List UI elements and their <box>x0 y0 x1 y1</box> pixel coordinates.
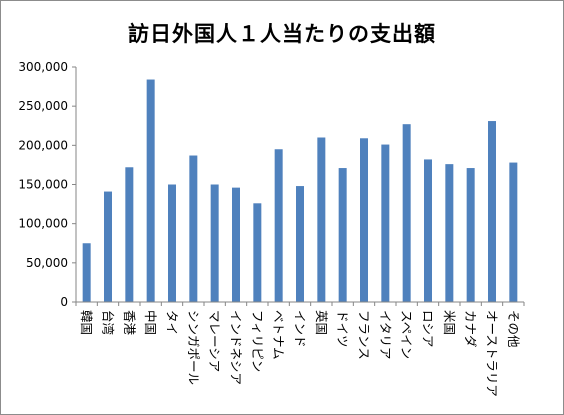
bar <box>317 137 326 302</box>
bar <box>445 164 454 302</box>
x-tick-label: インドネシア <box>229 310 244 385</box>
bar <box>125 167 134 302</box>
x-tick-label: ロシア <box>421 310 436 348</box>
x-tick-label: 香港 <box>122 310 137 336</box>
x-tick-label: カナダ <box>463 310 478 348</box>
bar <box>274 149 283 302</box>
y-tick-label: 150,000 <box>18 178 68 192</box>
x-tick-label: 韓国 <box>79 310 94 335</box>
x-tick-label: 英国 <box>314 310 329 335</box>
bar <box>189 155 198 302</box>
y-tick-label: 50,000 <box>26 256 68 270</box>
y-tick-label: 300,000 <box>18 60 68 74</box>
x-tick-label: フィリピン <box>250 310 265 372</box>
bar <box>466 168 475 302</box>
x-tick-label: インド <box>293 310 308 348</box>
bar <box>253 203 262 302</box>
bar <box>509 162 518 302</box>
y-axis: 0 50,000 100,000 150,000 200,000 250,000 300,0… <box>18 60 76 309</box>
x-tick-label: フランス <box>357 310 372 360</box>
x-tick-label: ドイツ <box>335 310 350 348</box>
x-tick-label: シンガポール <box>186 310 201 385</box>
bar <box>232 187 240 302</box>
x-tick-label: マレーシア <box>207 310 222 372</box>
bar <box>402 124 411 302</box>
bar <box>168 184 176 302</box>
x-axis: 韓国 台湾 香港 中国 タイ シンガポール マレーシア インドネシア フィリピン ベトナム インド英… <box>79 310 521 397</box>
bar <box>381 144 390 302</box>
x-tick-label: その他 <box>506 310 521 348</box>
x-tick-label: イタリア <box>378 310 393 360</box>
x-tick-label: オーストラリア <box>485 310 500 397</box>
bar <box>488 121 496 302</box>
y-tick-label: 100,000 <box>18 217 68 231</box>
y-tick-label: 200,000 <box>18 138 68 152</box>
bar <box>296 186 304 302</box>
bar <box>210 184 219 302</box>
bar <box>82 243 91 302</box>
bar <box>360 138 368 302</box>
axis-lines <box>75 67 525 306</box>
x-tick-label: スペイン <box>399 310 414 359</box>
x-tick-label: タイ <box>165 310 180 335</box>
x-tick-label: 米国 <box>442 310 457 335</box>
bar <box>146 79 155 303</box>
x-tick-label: 台湾 <box>101 310 116 335</box>
bar <box>424 159 432 302</box>
x-tick-label: ベトナム <box>271 310 286 360</box>
bar-series <box>82 79 518 303</box>
y-tick-label: 250,000 <box>18 99 68 113</box>
chart-title: 訪日外国人１人当たりの支出額 <box>128 22 436 46</box>
bar <box>338 168 347 302</box>
bar <box>104 191 112 302</box>
y-tick-label: 0 <box>60 295 68 309</box>
x-tick-label: 中国 <box>143 310 158 335</box>
